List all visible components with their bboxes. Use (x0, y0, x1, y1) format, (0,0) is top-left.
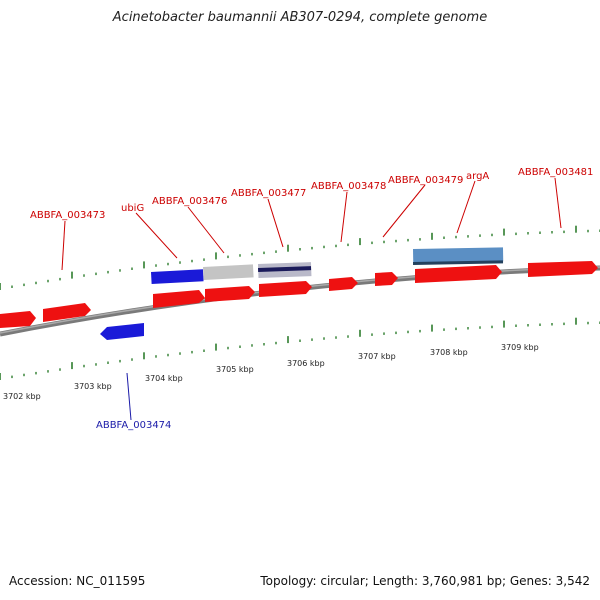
scale-label: 3703 kbp (74, 382, 112, 391)
forward-gene-track (0, 261, 598, 328)
genome-summary-text: Topology: circular; Length: 3,760,981 bp… (260, 574, 590, 588)
gene-arrow-red[interactable] (329, 277, 358, 291)
gene-arrow-red[interactable] (415, 265, 502, 283)
gene-arrow-blue[interactable] (100, 323, 144, 340)
scale-label: 3702 kbp (3, 392, 41, 401)
gene-label-ABBFA_003473[interactable]: ABBFA_003473 (30, 210, 105, 221)
gene-arrow-red[interactable] (0, 311, 36, 328)
feature-navy-bar[interactable] (258, 266, 312, 272)
gene-label-ABBFA_003474[interactable]: ABBFA_003474 (96, 420, 171, 431)
gene-label-ABBFA_003476[interactable]: ABBFA_003476 (152, 196, 227, 207)
map-title: Acinetobacter baumannii AB307-0294, comp… (112, 10, 488, 25)
inner-tick-row (0, 317, 600, 380)
feature-blue-bar[interactable] (151, 269, 204, 284)
scale-label: 3707 kbp (358, 352, 396, 361)
label-leaders (61, 177, 562, 271)
gene-arrow-red[interactable] (43, 303, 91, 322)
gene-arrow-red[interactable] (528, 261, 598, 277)
gene-label-argA[interactable]: argA (466, 171, 489, 182)
gene-label-ABBFA_003481[interactable]: ABBFA_003481 (518, 167, 593, 178)
scale-label: 3709 kbp (501, 343, 539, 352)
genome-backbone (0, 265, 600, 337)
gene-arrow-red[interactable] (205, 286, 255, 302)
scale-label: 3704 kbp (145, 374, 183, 383)
gene-arrow-red[interactable] (259, 281, 312, 297)
feature-track (151, 247, 504, 284)
scale-label: 3706 kbp (287, 359, 325, 368)
gene-label-ABBFA_003478[interactable]: ABBFA_003478 (311, 181, 386, 192)
outer-tick-row (0, 225, 600, 290)
gene-label-ABBFA_003477[interactable]: ABBFA_003477 (231, 188, 306, 199)
gene-label-ABBFA_003479[interactable]: ABBFA_003479 (388, 175, 463, 186)
feature-gray-bar[interactable] (203, 264, 254, 280)
gene-label-ubiG[interactable]: ubiG (121, 203, 144, 214)
scale-label: 3708 kbp (430, 348, 468, 357)
scale-label: 3705 kbp (216, 365, 254, 374)
gene-arrow-red[interactable] (375, 272, 398, 286)
accession-text: Accession: NC_011595 (9, 574, 146, 588)
feature-steelblue-bar[interactable] (412, 247, 504, 263)
gene-arrow-red[interactable] (153, 290, 205, 308)
